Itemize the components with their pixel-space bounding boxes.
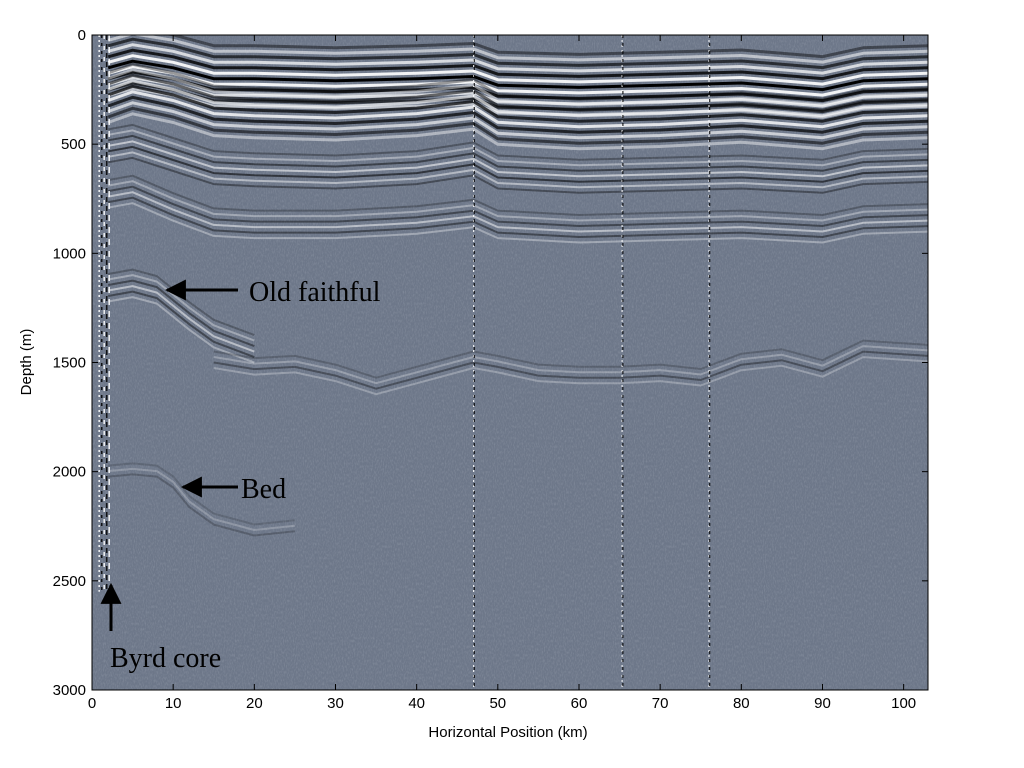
radar-layer — [108, 123, 928, 194]
x-tick-label: 90 — [814, 695, 831, 712]
radar-layer-band — [108, 35, 928, 59]
x-tick-label: 100 — [891, 695, 916, 712]
plot-area — [92, 35, 928, 690]
old-faithful-label: Old faithful — [249, 277, 381, 308]
y-axis-label: Depth (m) — [18, 329, 35, 396]
noise-column — [708, 35, 711, 690]
radar-layer-band — [108, 285, 255, 353]
annotations: Old faithful Bed Byrd core — [100, 277, 381, 674]
radar-layer-band — [107, 35, 928, 64]
radar-layer-band — [107, 112, 928, 151]
x-tick-label: 70 — [652, 695, 669, 712]
radar-layer-band — [108, 145, 928, 183]
radar-layer-band — [107, 37, 928, 70]
radar-layer-band — [213, 350, 928, 390]
radar-layer-band — [108, 134, 928, 172]
byrd-core-label: Byrd core — [110, 643, 221, 674]
radar-layer-band — [108, 151, 928, 189]
radar-layer-band — [107, 95, 928, 134]
x-tick-label: 0 — [88, 695, 96, 712]
radar-layer — [108, 268, 255, 364]
radargram-speckle — [92, 35, 928, 690]
radar-layer-band — [107, 106, 928, 145]
radar-layer-band — [108, 140, 928, 178]
radar-layer-band — [108, 129, 928, 167]
radar-layer-band — [108, 174, 928, 216]
radar-layer-band — [213, 339, 928, 379]
noise-columns — [98, 35, 711, 690]
radar-layer-band — [107, 101, 928, 140]
x-axis: 0 10 20 30 40 50 60 70 80 90 100 — [88, 35, 916, 712]
y-axis: 0 500 1000 1500 2000 2500 3000 — [53, 27, 928, 699]
radar-layer-band — [107, 62, 928, 101]
x-tick-label: 80 — [733, 695, 750, 712]
radar-layer-band — [213, 345, 928, 385]
bed-label: Bed — [241, 474, 286, 505]
y-tick-label: 2500 — [53, 573, 86, 590]
radar-layer-band — [108, 296, 255, 364]
y-tick-label: 1000 — [53, 245, 86, 262]
radar-layer-band — [108, 202, 928, 244]
x-tick-label: 60 — [571, 695, 588, 712]
radar-layer-band — [107, 70, 928, 103]
noise-column — [473, 35, 475, 690]
y-tick-label: 3000 — [53, 682, 86, 699]
y-tick-label: 500 — [61, 136, 86, 153]
x-tick-label: 50 — [489, 695, 506, 712]
radar-layer-band — [108, 290, 255, 359]
noise-column — [98, 35, 110, 592]
radar-layer-band — [108, 123, 928, 161]
radar-layer — [213, 339, 928, 396]
y-tick-label: 2000 — [53, 464, 86, 481]
y-tick-label: 0 — [78, 27, 86, 44]
x-tick-label: 40 — [408, 695, 425, 712]
x-axis-label: Horizontal Position (km) — [428, 724, 587, 741]
x-tick-label: 10 — [165, 695, 182, 712]
noise-column — [621, 35, 624, 690]
y-tick-label: 1500 — [53, 355, 86, 372]
x-tick-label: 20 — [246, 695, 263, 712]
x-tick-label: 30 — [327, 695, 344, 712]
radar-layer-band — [213, 356, 928, 396]
